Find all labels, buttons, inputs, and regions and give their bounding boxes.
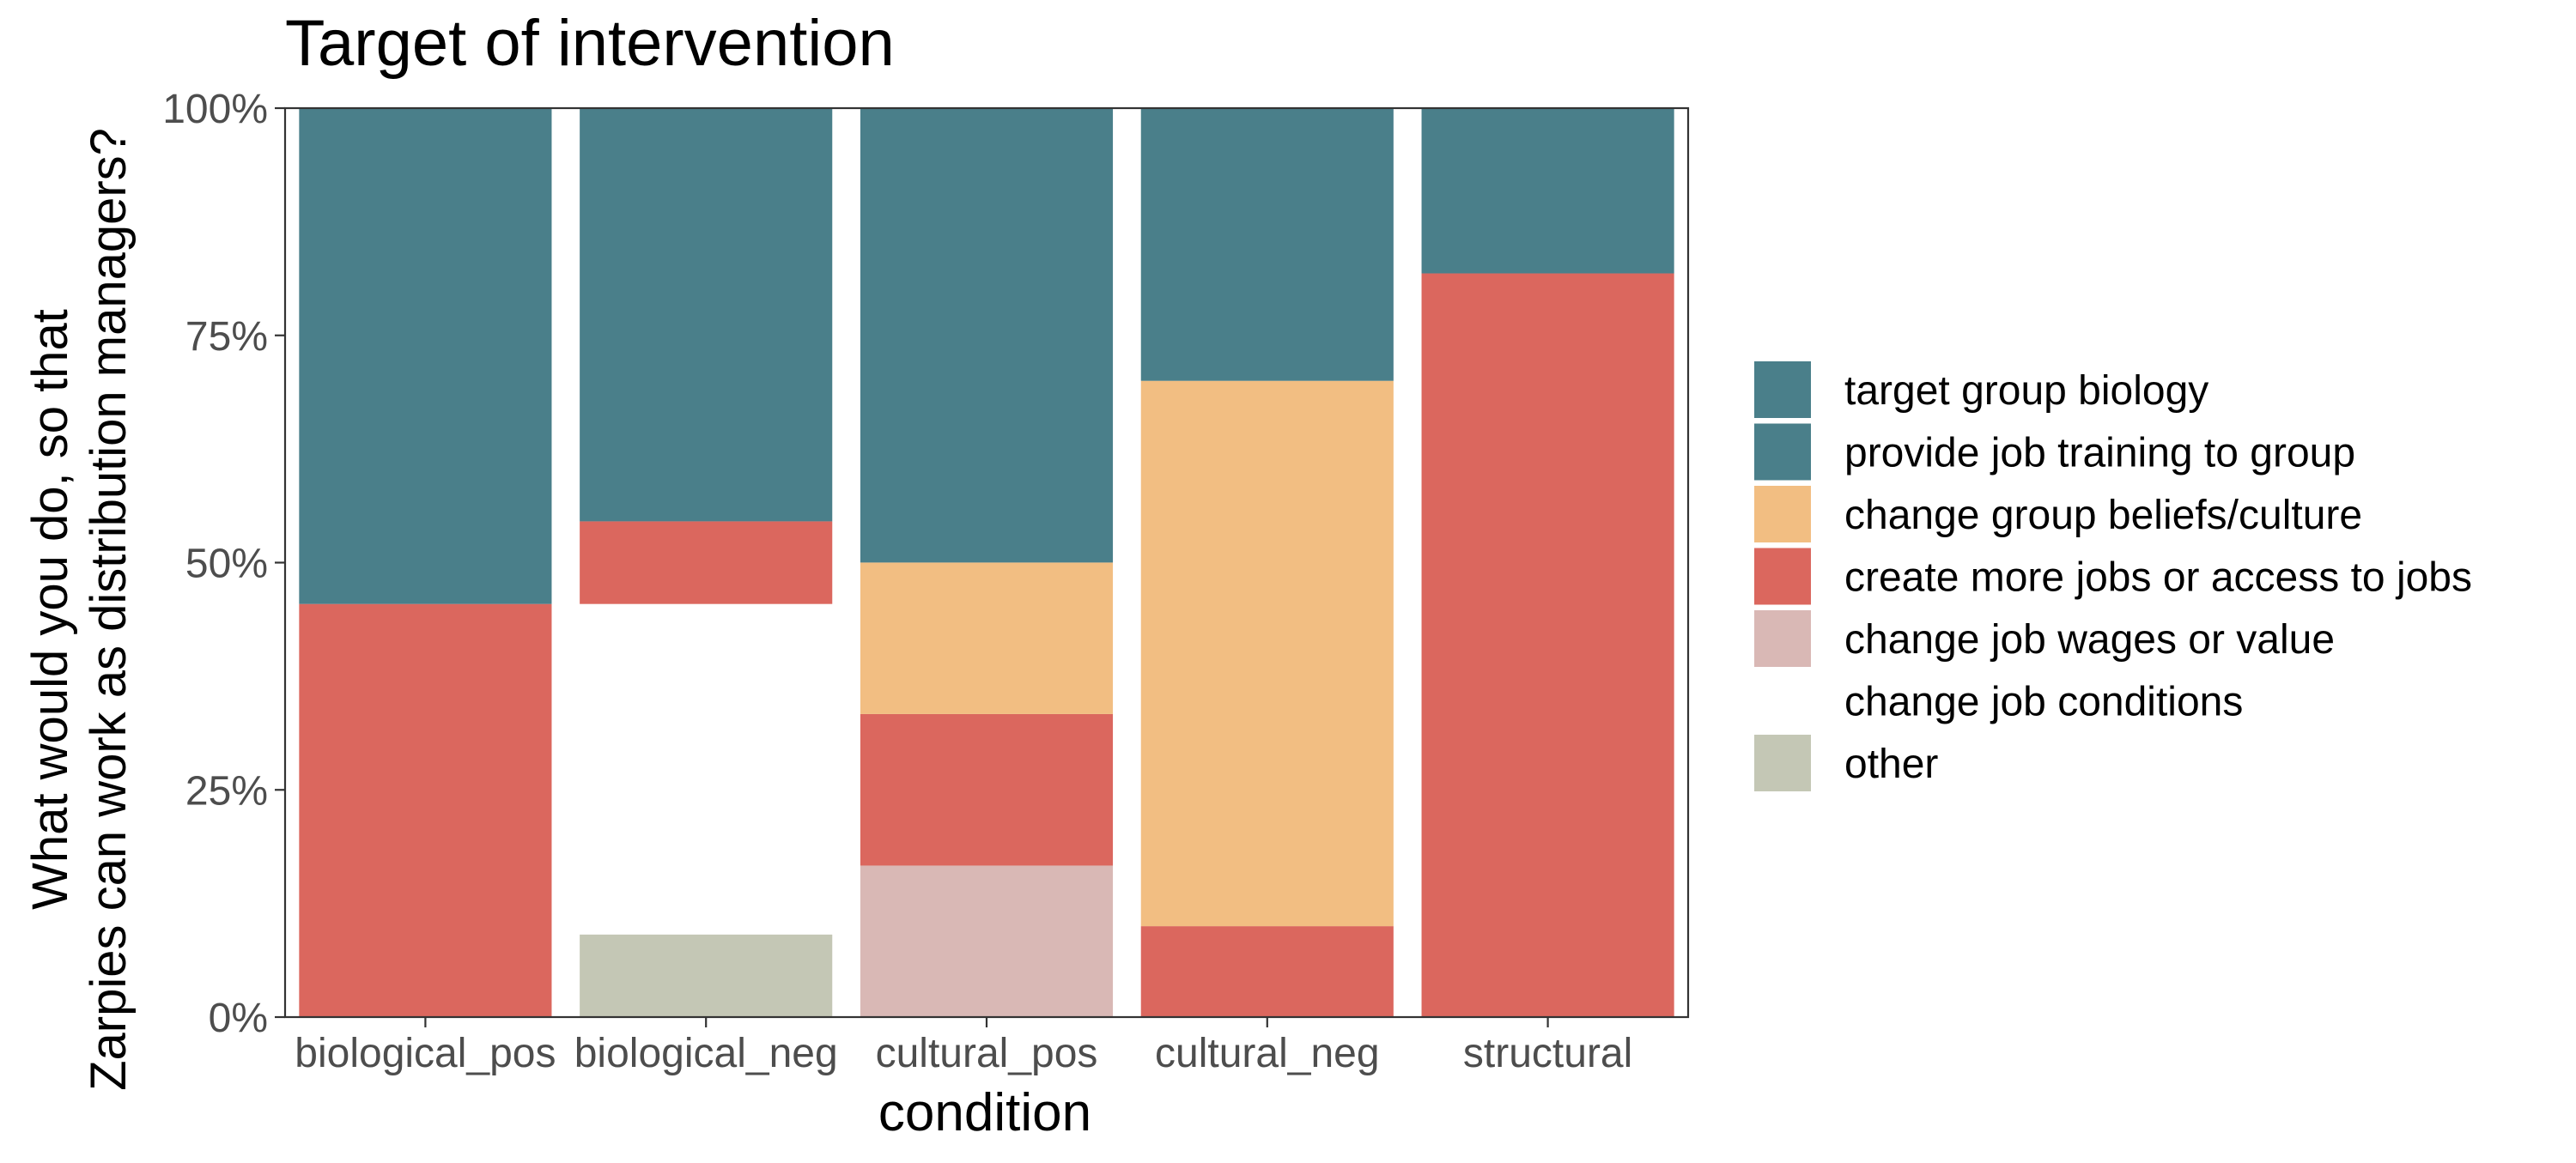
y-axis-title-line-1: What would you do, so that (22, 309, 78, 910)
x-tick-label: biological_neg (574, 1031, 838, 1076)
y-axis-title: What would you do, so that Zarpies can w… (22, 128, 137, 1091)
bar-stack-cultural_pos (860, 107, 1114, 1017)
bar-stack-cultural_neg (1140, 108, 1394, 1017)
legend-label: target group biology (1844, 368, 2208, 414)
y-tick-label: 25% (185, 768, 268, 814)
legend-label: change job conditions (1844, 680, 2243, 725)
bar-stack-biological_pos (299, 108, 552, 1017)
legend-label: provide job training to group (1844, 431, 2355, 476)
legend-item: target group biology (1753, 360, 2208, 420)
y-tick-label: 0% (209, 996, 268, 1041)
legend-item: change group beliefs/culture (1753, 484, 2362, 544)
legend: target group biology provide job training… (1753, 360, 2472, 793)
legend-item: create more jobs or access to jobs (1753, 546, 2472, 607)
bar-stack-structural (1421, 108, 1674, 1017)
chart-title: Target of intervention (285, 7, 895, 80)
bar-segment (580, 108, 833, 522)
x-axis: biological_pos biological_neg cultural_pos… (295, 1017, 1632, 1076)
bar-segment (1421, 108, 1674, 274)
bar-segment (860, 562, 1114, 714)
legend-item: change job wages or value (1753, 609, 2335, 669)
bar-segment (580, 521, 833, 604)
bar-segment (580, 603, 833, 935)
legend-label: create more jobs or access to jobs (1844, 555, 2472, 601)
legend-label: change job wages or value (1844, 617, 2335, 663)
legend-item: provide job training to group (1753, 421, 2355, 482)
x-tick-label: cultural_pos (876, 1031, 1098, 1076)
legend-key (1753, 546, 1813, 607)
legend-key (1753, 484, 1813, 544)
legend-key (1753, 733, 1813, 793)
y-axis-title-line-2: Zarpies can work as distribution manager… (81, 128, 137, 1091)
y-tick-label: 75% (185, 314, 268, 360)
legend-label: other (1844, 742, 1938, 787)
bar-segment (299, 603, 552, 1017)
bar-segment (299, 108, 552, 604)
y-tick-label: 100% (162, 87, 268, 132)
legend-item: other (1753, 733, 1938, 793)
legend-key (1753, 360, 1813, 420)
legend-item: change job conditions (1753, 670, 2243, 731)
bar-stack-biological_neg (580, 108, 833, 1017)
y-tick-label: 50% (185, 542, 268, 587)
plot-area (283, 106, 1690, 1019)
bar-segment (860, 865, 1114, 1017)
bar-segment (860, 713, 1114, 866)
x-tick-label: cultural_neg (1155, 1031, 1380, 1076)
bar-segment (1421, 273, 1674, 1017)
legend-label: change group beliefs/culture (1844, 493, 2362, 538)
legend-key (1753, 609, 1813, 669)
bar-segment (1140, 380, 1394, 927)
legend-key (1753, 670, 1813, 731)
legend-key (1753, 421, 1813, 482)
bar-segment (860, 107, 1114, 563)
bar-segment (580, 934, 833, 1017)
x-tick-label: biological_pos (295, 1031, 556, 1076)
y-axis: 0% 25% 50% 75% 100% (162, 87, 285, 1041)
bar-segment (1140, 926, 1394, 1017)
x-tick-label: structural (1463, 1031, 1632, 1076)
x-axis-title: condition (878, 1083, 1091, 1142)
bar-segment (1140, 108, 1394, 381)
